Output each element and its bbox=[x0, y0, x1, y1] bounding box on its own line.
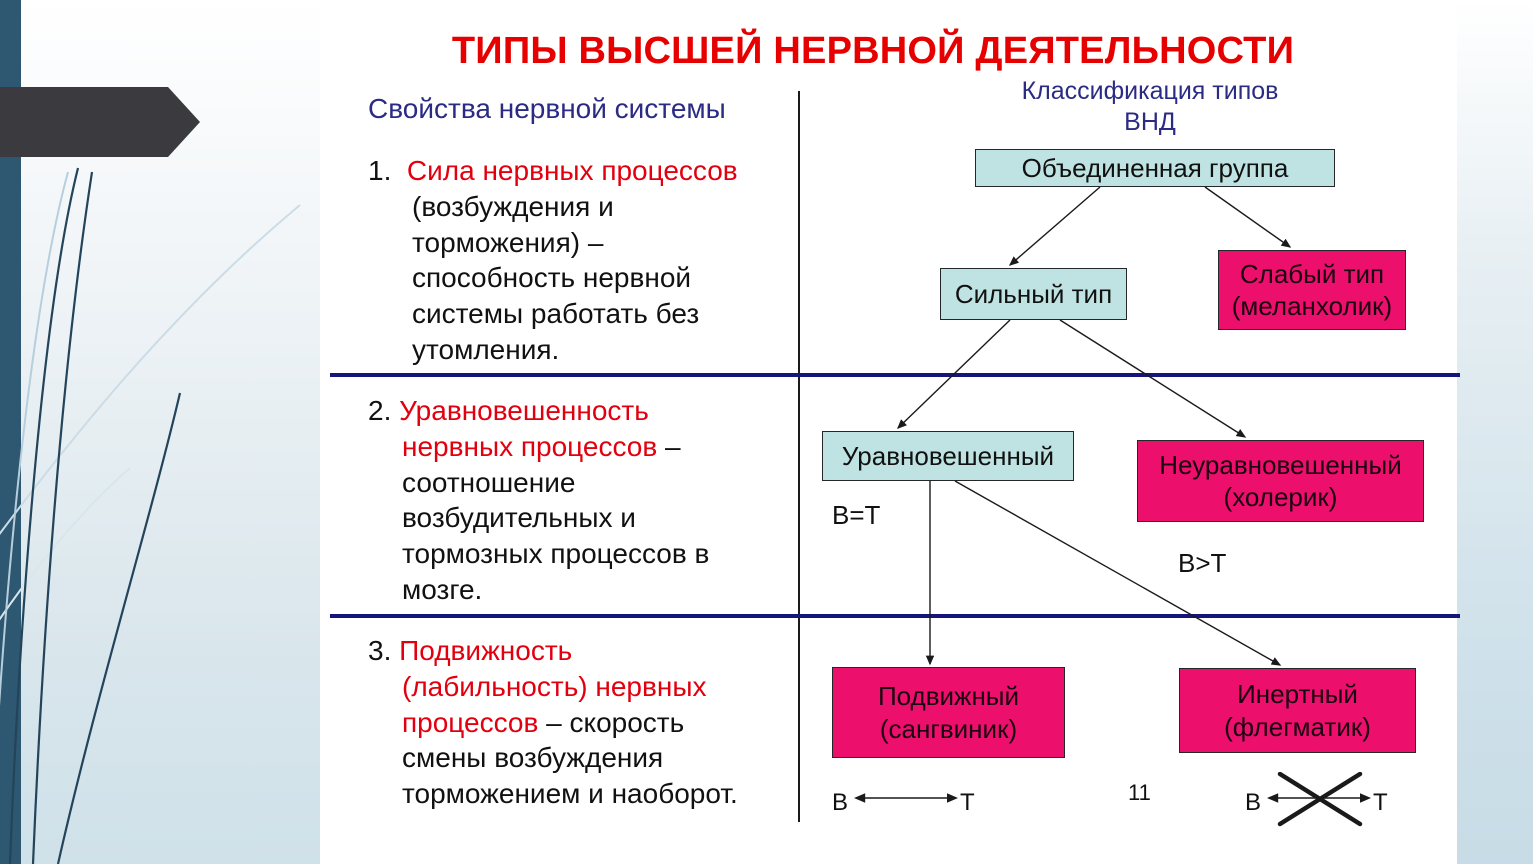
svg-text:Т: Т bbox=[960, 789, 975, 816]
svg-text:В: В bbox=[1245, 789, 1261, 816]
svg-text:Т: Т bbox=[1373, 789, 1388, 816]
svg-text:В: В bbox=[832, 789, 848, 816]
